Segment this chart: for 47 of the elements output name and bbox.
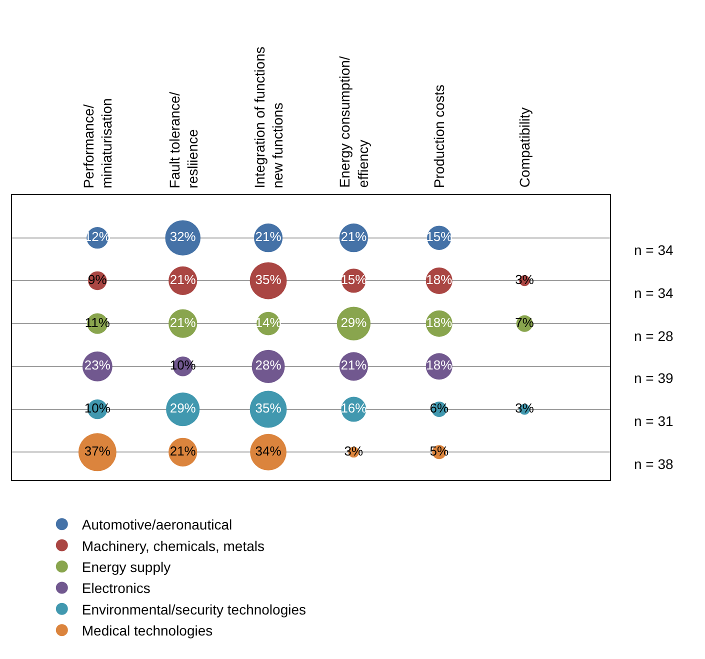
data-label: 6% — [430, 400, 449, 416]
data-label: 15% — [340, 272, 368, 287]
data-label: 21% — [340, 229, 368, 244]
category-label: n = 38 — [634, 456, 674, 472]
data-label: 10% — [170, 358, 196, 373]
data-label: 21% — [170, 443, 196, 458]
category-label: n = 39 — [634, 370, 674, 386]
category-label: n = 34 — [634, 242, 674, 258]
category-label: Energy consumption/ effiency — [336, 56, 371, 188]
category-label: n = 34 — [634, 285, 674, 301]
category-label: Performance/ miniaturisation — [80, 98, 115, 188]
category-label: n = 28 — [634, 328, 674, 344]
legend-label: Machinery, chemicals, metals — [82, 538, 264, 554]
data-label: 21% — [340, 358, 368, 373]
legend-label: Medical technologies — [82, 622, 213, 639]
data-label: 29% — [340, 314, 368, 330]
category-label: n = 31 — [634, 413, 674, 429]
data-label: 18% — [426, 314, 453, 330]
data-label: 15% — [426, 229, 453, 244]
data-label: 18% — [426, 358, 453, 373]
data-label: 5% — [430, 443, 449, 458]
category-label: Compatibility — [516, 107, 533, 188]
data-label: 3% — [344, 443, 364, 458]
data-label: 21% — [170, 272, 196, 287]
data-label: 11% — [84, 314, 110, 330]
data-label: 37% — [84, 443, 111, 458]
data-label: 7% — [515, 314, 534, 330]
data-label: 16% — [340, 400, 368, 416]
category-label: Production costs — [431, 84, 448, 188]
legend-label: Electronics — [82, 580, 150, 596]
legend-label: Automotive/aeronautical — [82, 516, 232, 533]
data-label: 10% — [84, 400, 111, 416]
data-label: 32% — [170, 229, 196, 244]
legend-label: Environmental/security technologies — [82, 601, 306, 618]
data-label: 23% — [84, 358, 111, 373]
data-label: 35% — [255, 272, 282, 287]
data-label: 28% — [255, 358, 282, 373]
legend-label: Energy supply — [82, 558, 171, 575]
data-label: 21% — [255, 229, 282, 244]
data-label: 29% — [170, 400, 196, 416]
data-label: 18% — [426, 272, 453, 287]
data-label: 9% — [88, 272, 108, 287]
category-label: Integration of functions new functions — [251, 46, 286, 188]
data-label: 21% — [170, 314, 196, 330]
data-label: 35% — [255, 400, 282, 416]
data-label: 34% — [255, 443, 282, 458]
category-label: Fault tolerance/ resliience — [166, 92, 201, 188]
